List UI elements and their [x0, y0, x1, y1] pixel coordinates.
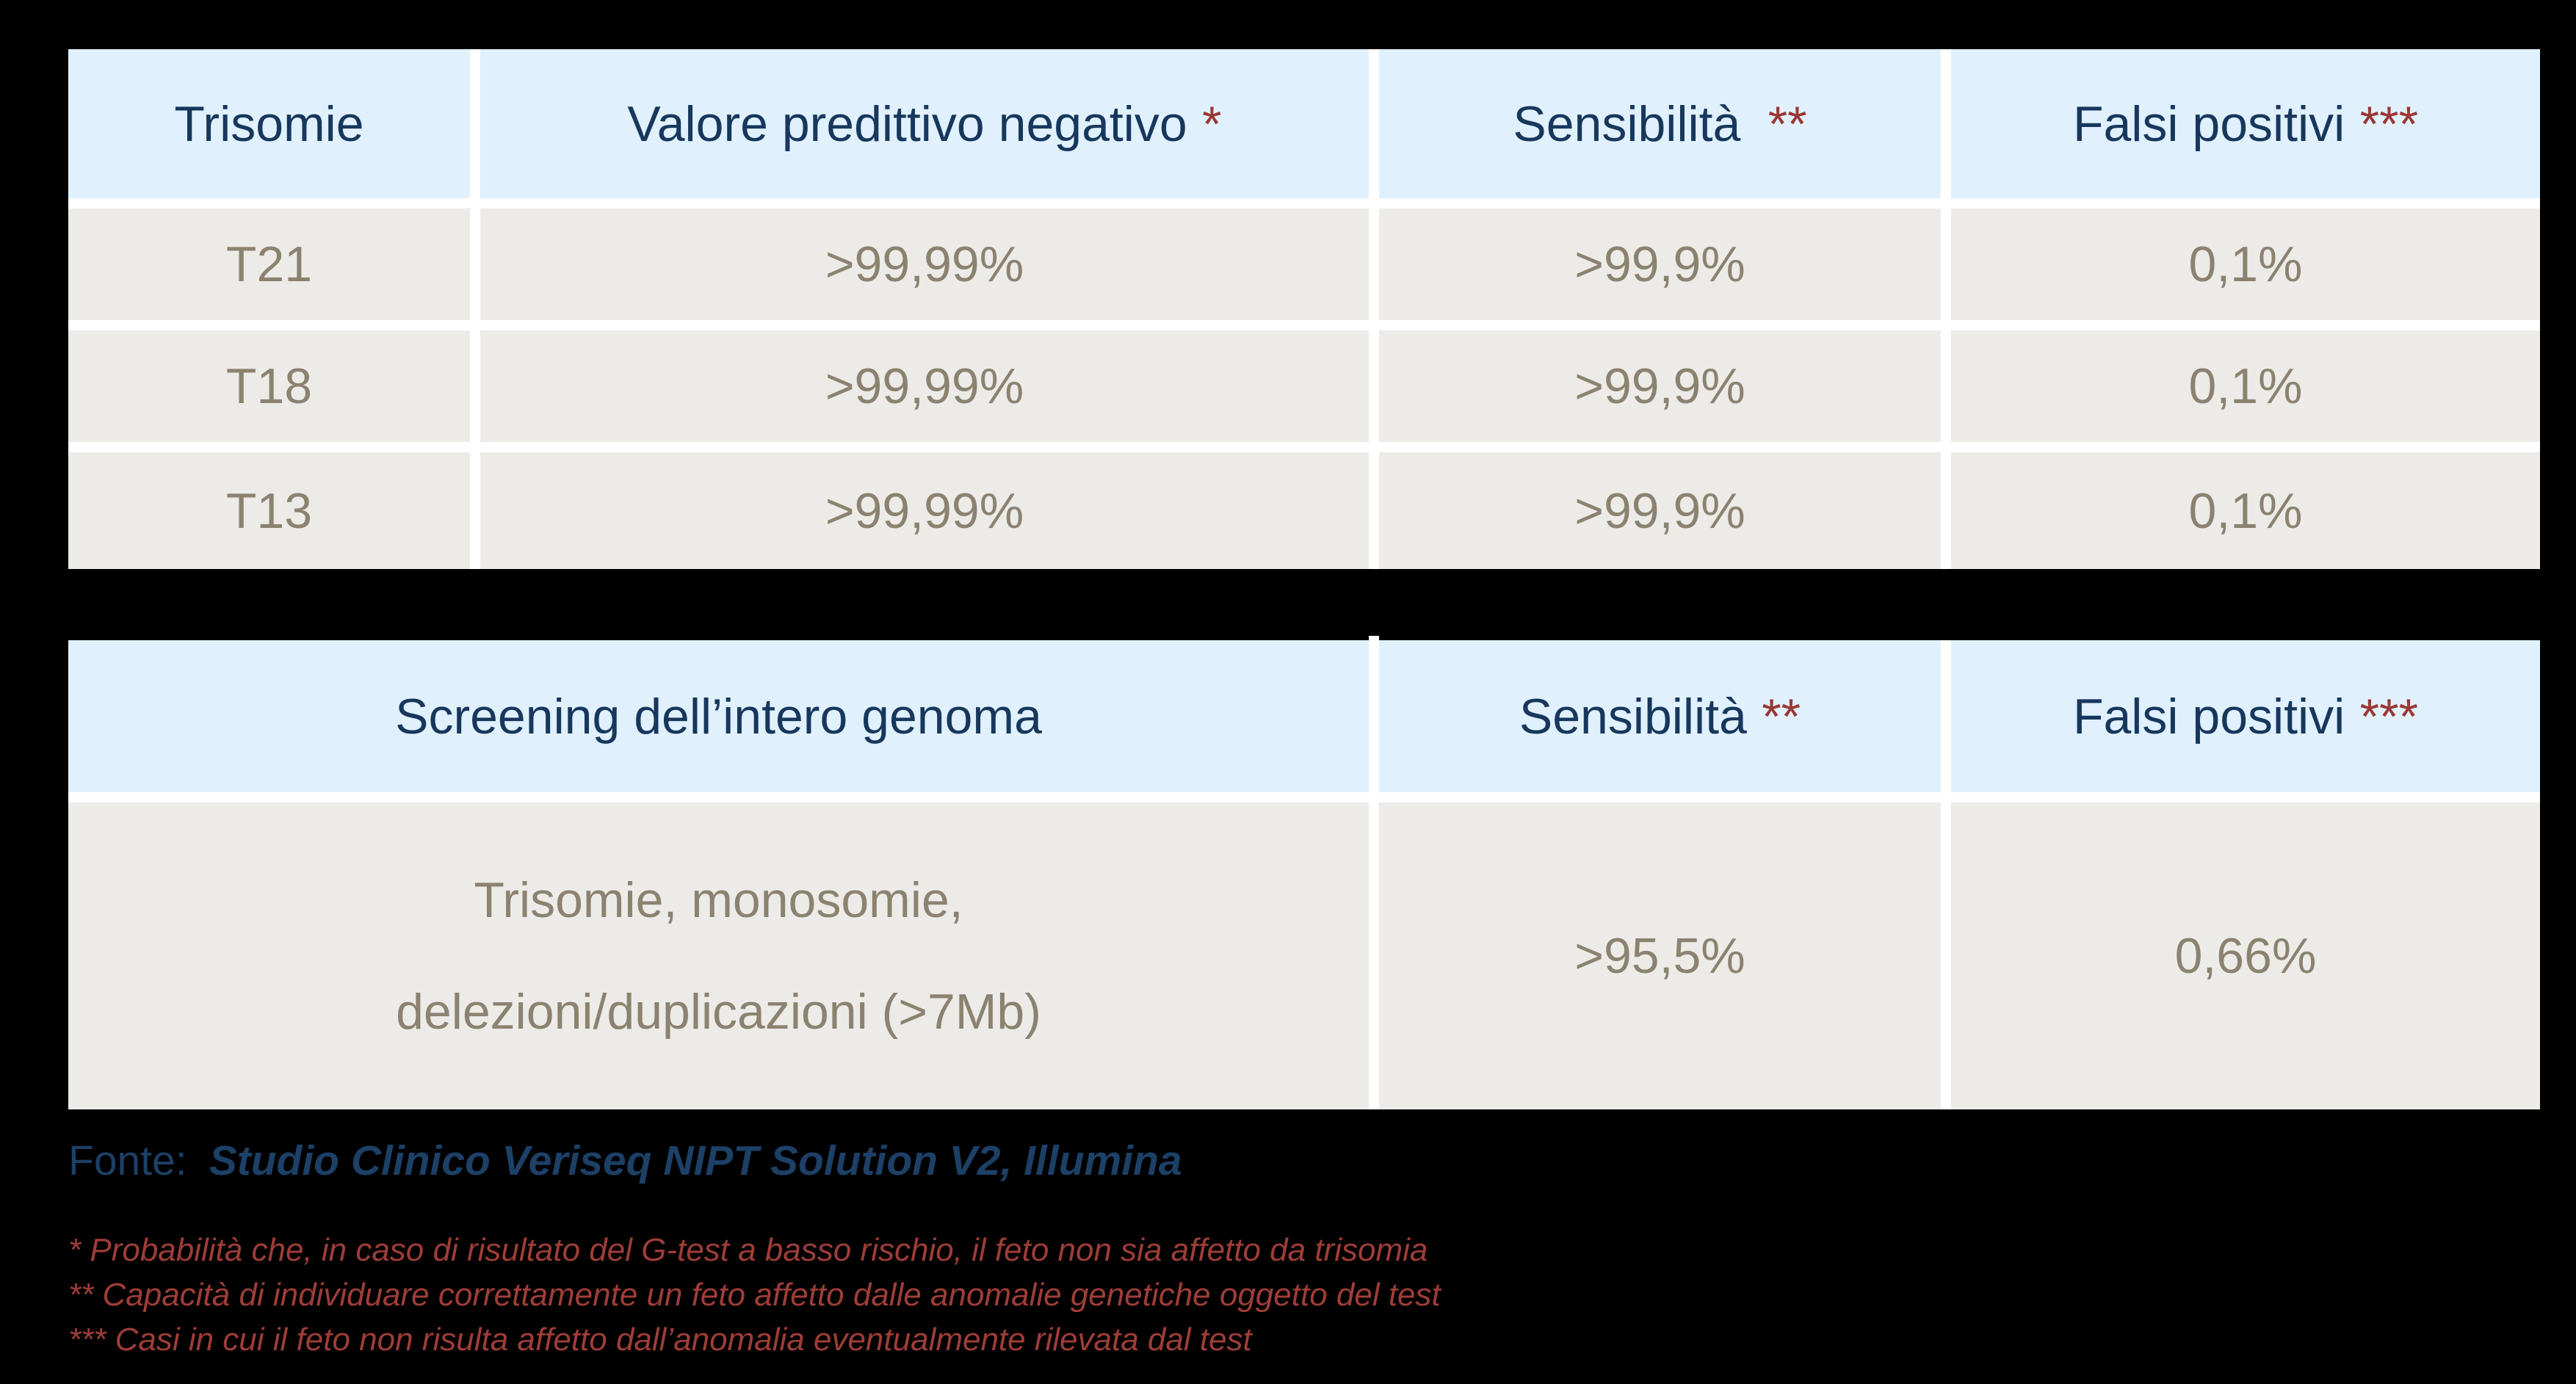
t21-false-positives-cell: 0,1% — [1951, 209, 2540, 320]
header-cell-genome-screening: Screening dell’intero genoma — [68, 640, 1369, 792]
header-label: Screening dell’intero genoma — [395, 688, 1042, 744]
footnote-1: * Probabilità che, in caso di risultato … — [68, 1232, 1428, 1268]
header-cell-npv: Valore predittivo negativo * — [480, 49, 1369, 198]
t21-sensitivity-cell: >99,9% — [1379, 209, 1941, 320]
trisomy-performance-table: Trisomie Valore predittivo negativo * Se… — [68, 49, 2540, 569]
divider-notch — [1369, 636, 1379, 641]
header-label: Falsi positivi — [2072, 95, 2345, 152]
asterisk-mark: *** — [2359, 95, 2419, 152]
header-cell-false-positives: Falsi positivi *** — [1951, 640, 2540, 792]
header-label: Falsi positivi — [2072, 688, 2345, 744]
screening-sensitivity-cell: >95,5% — [1379, 802, 1941, 1109]
header-cell-false-positives: Falsi positivi *** — [1951, 49, 2540, 198]
t13-npv-cell: >99,99% — [480, 452, 1369, 569]
t13-sensitivity-cell: >99,9% — [1379, 452, 1941, 569]
asterisk-mark: * — [1202, 95, 1222, 152]
footnotes: * Probabilità che, in caso di risultato … — [68, 1228, 1441, 1362]
header-label: Valore predittivo negativo — [627, 95, 1187, 152]
screening-scope-cell: Trisomie, monosomie, delezioni/duplicazi… — [68, 802, 1369, 1109]
t13-label-cell: T13 — [68, 452, 470, 569]
t18-npv-cell: >99,99% — [480, 330, 1369, 442]
t18-label-cell: T18 — [68, 330, 470, 442]
header-cell-sensitivity: Sensibilità ** — [1379, 640, 1941, 792]
t21-label-cell: T21 — [68, 209, 470, 320]
header-cell-sensitivity: Sensibilità ** — [1379, 49, 1941, 198]
header-label: Sensibilità — [1513, 95, 1741, 152]
footnote-2: ** Capacità di individuare correttamente… — [68, 1277, 1441, 1313]
asterisk-mark: ** — [1762, 688, 1801, 744]
source-label: Fonte: — [68, 1137, 187, 1184]
source-value: Studio Clinico Veriseq NIPT Solution V2,… — [209, 1137, 1182, 1184]
header-label: Trisomie — [174, 95, 364, 152]
asterisk-mark: ** — [1768, 95, 1807, 152]
header-cell-trisomie: Trisomie — [68, 49, 470, 198]
screening-false-positives-cell: 0,66% — [1951, 802, 2540, 1109]
asterisk-mark: *** — [2359, 688, 2419, 744]
header-label: Sensibilità — [1519, 688, 1747, 744]
t13-false-positives-cell: 0,1% — [1951, 452, 2540, 569]
source-line: Fonte: Studio Clinico Veriseq NIPT Solut… — [68, 1137, 1182, 1185]
t18-false-positives-cell: 0,1% — [1951, 330, 2540, 442]
genome-screening-table: Screening dell’intero genoma Sensibilità… — [68, 640, 2540, 1109]
t21-npv-cell: >99,99% — [480, 209, 1369, 320]
footnote-3: *** Casi in cui il feto non risulta affe… — [68, 1322, 1252, 1358]
t18-sensitivity-cell: >99,9% — [1379, 330, 1941, 442]
